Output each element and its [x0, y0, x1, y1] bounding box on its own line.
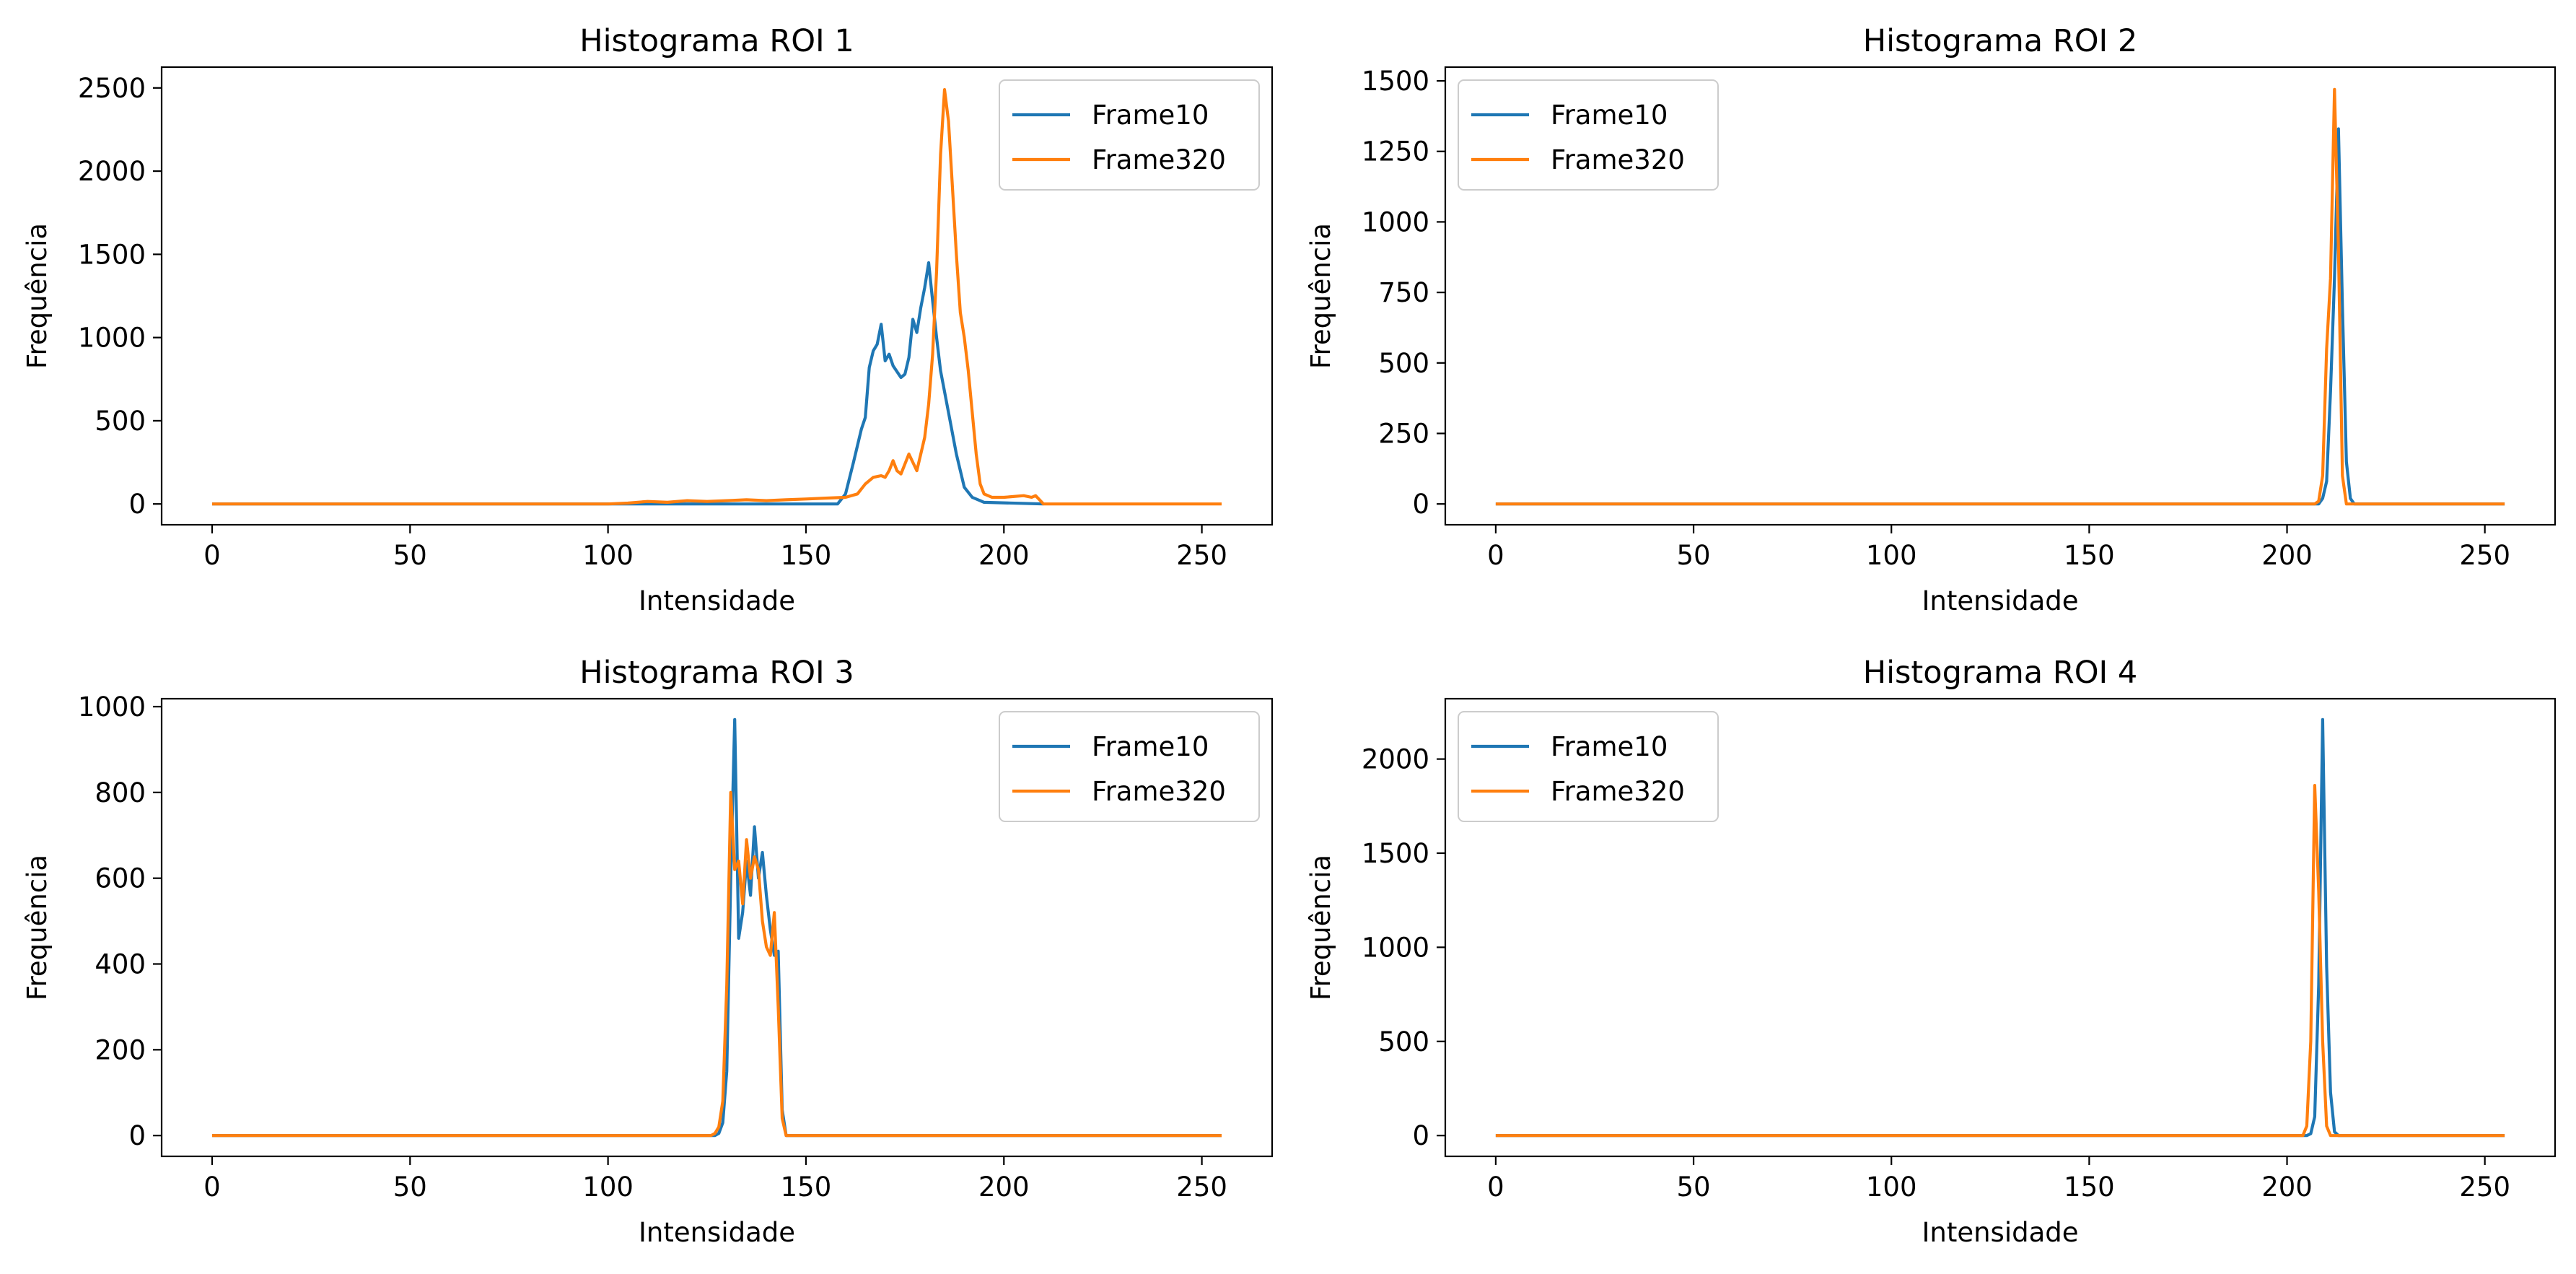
y-axis-label: Frequência: [1305, 223, 1336, 369]
y-tick-label: 250: [1378, 418, 1429, 449]
chart-title: Histograma ROI 2: [1863, 23, 2138, 59]
y-axis-label: Frequência: [22, 223, 53, 369]
x-tick-label: 250: [2459, 540, 2510, 571]
y-tick-label: 500: [95, 406, 146, 437]
x-tick-label: 0: [1487, 1172, 1504, 1203]
x-axis-label: Intensidade: [1922, 1217, 2078, 1248]
y-tick-label: 200: [95, 1034, 146, 1065]
legend: Frame10 Frame320: [999, 79, 1260, 191]
chart-title: Histograma ROI 3: [579, 655, 854, 691]
legend-label-frame10: Frame10: [1551, 100, 1668, 131]
legend: Frame10 Frame320: [1458, 711, 1719, 822]
axes-frame: [1444, 697, 2557, 1158]
series-line-frame10: [212, 261, 1044, 506]
x-tick-label: 100: [582, 540, 634, 571]
x-tick-label: 0: [203, 1172, 221, 1203]
legend-label-frame320: Frame320: [1092, 776, 1226, 807]
axes-frame: [160, 697, 1274, 1158]
chart-panel-roi-2: Histograma ROI 2 0 50 100 150 200 250 0 250 500 75…: [1305, 23, 2557, 616]
series-line-frame320: [212, 88, 1222, 506]
series-line-frame320: [1495, 87, 2505, 506]
x-tick-label: 150: [2064, 540, 2115, 571]
legend: Frame10 Frame320: [999, 711, 1260, 822]
y-tick-label: 750: [1378, 277, 1429, 308]
y-tick-label: 0: [128, 489, 146, 520]
y-tick-label: 0: [1412, 489, 1429, 520]
legend-label-frame10: Frame10: [1092, 731, 1209, 762]
series-line-frame320: [1495, 784, 2505, 1138]
y-tick-label: 1250: [1362, 136, 1429, 167]
x-tick-label: 50: [1677, 1172, 1711, 1203]
y-axis-label: Frequência: [22, 855, 53, 1000]
x-tick-label: 250: [1176, 1172, 1227, 1203]
y-tick-label: 2500: [78, 73, 146, 104]
x-tick-label: 100: [1866, 1172, 1917, 1203]
chart-title: Histograma ROI 1: [579, 23, 854, 59]
y-tick-label: 1500: [1362, 66, 1429, 97]
legend-label-frame320: Frame320: [1551, 776, 1685, 807]
legend-label-frame320: Frame320: [1092, 144, 1226, 175]
legend-box: [1458, 79, 1719, 191]
legend-label-frame320: Frame320: [1551, 144, 1685, 175]
y-tick-label: 1000: [1362, 932, 1429, 963]
x-tick-label: 200: [2261, 1172, 2313, 1203]
y-tick-label: 0: [128, 1120, 146, 1151]
x-tick-label: 0: [203, 540, 221, 571]
y-tick-label: 500: [1378, 1026, 1429, 1057]
x-tick-label: 200: [978, 1172, 1030, 1203]
legend-label-frame10: Frame10: [1551, 731, 1668, 762]
legend-box: [1458, 711, 1719, 822]
x-tick-label: 100: [582, 1172, 634, 1203]
y-tick-label: 2000: [1362, 744, 1429, 775]
chart-panel-roi-1: Histograma ROI 10 50 100 150 200 250050010001…: [22, 23, 1274, 616]
x-tick-label: 250: [1176, 540, 1227, 571]
x-tick-label: 150: [2064, 1172, 2115, 1203]
y-tick-label: 400: [95, 949, 146, 980]
x-tick-label: 150: [781, 1172, 832, 1203]
x-tick-label: 50: [393, 540, 427, 571]
y-tick-label: 1500: [78, 239, 146, 270]
x-axis-label: Intensidade: [1922, 585, 2078, 616]
x-tick-label: 150: [781, 540, 832, 571]
legend: Frame10 Frame320: [1458, 79, 1719, 191]
y-tick-label: 800: [95, 777, 146, 808]
chart-panel-roi-4: Histograma ROI 4 0 50 100 150 200 250 0 500 1000 1…: [1305, 655, 2557, 1248]
y-tick-label: 1000: [1362, 206, 1429, 237]
x-axis-label: Intensidade: [639, 585, 795, 616]
x-tick-label: 100: [1866, 540, 1917, 571]
y-tick-label: 1500: [1362, 838, 1429, 869]
y-tick-label: 500: [1378, 348, 1429, 379]
x-tick-label: 50: [393, 1172, 427, 1203]
x-axis-label: Intensidade: [639, 1217, 795, 1248]
series-line-frame10: [1495, 717, 2505, 1138]
chart-panel-roi-3: Histograma ROI 3 0 50 100 150 200 250 0 200 400 60…: [22, 655, 1274, 1248]
x-tick-label: 200: [978, 540, 1030, 571]
axes-frame: [160, 66, 1274, 526]
legend-label-frame10: Frame10: [1092, 100, 1209, 131]
axes-frame: [1444, 66, 2557, 526]
y-tick-label: 1000: [78, 323, 146, 354]
x-tick-label: 200: [2261, 540, 2313, 571]
y-tick-label: 2000: [78, 156, 146, 187]
x-tick-label: 0: [1487, 540, 1504, 571]
chart-title: Histograma ROI 4: [1863, 655, 2138, 691]
y-tick-label: 600: [95, 863, 146, 894]
legend-box: [999, 79, 1260, 191]
x-tick-label: 50: [1677, 540, 1711, 571]
legend-box: [999, 711, 1260, 822]
y-tick-label: 1000: [78, 691, 146, 723]
y-tick-label: 0: [1412, 1120, 1429, 1151]
y-axis-label: Frequência: [1305, 855, 1336, 1000]
series-line-frame320: [212, 790, 1222, 1138]
x-tick-label: 250: [2459, 1172, 2510, 1203]
